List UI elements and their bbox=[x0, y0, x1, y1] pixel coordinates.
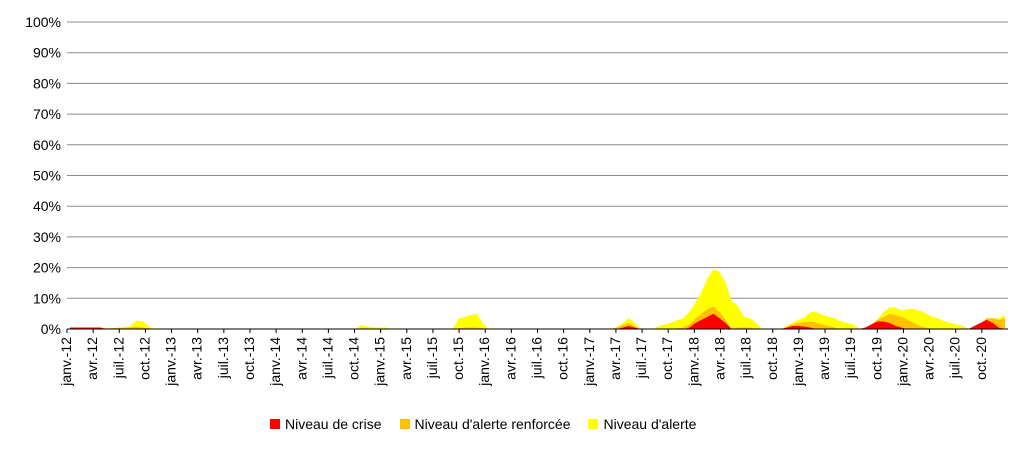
x-tick-label: janv.-20 bbox=[894, 337, 910, 387]
legend-item: Niveau d'alerte bbox=[588, 416, 696, 432]
x-tick-label: avr.-20 bbox=[921, 337, 937, 380]
y-tick-label: 0% bbox=[41, 321, 61, 337]
x-tick-label: avr.-15 bbox=[398, 337, 414, 380]
x-tick-label: avr.-12 bbox=[84, 337, 100, 380]
x-tick-label: oct.-15 bbox=[450, 337, 466, 380]
legend-label: Niveau d'alerte renforcée bbox=[414, 416, 571, 432]
x-tick-label: juil.-13 bbox=[215, 337, 231, 379]
legend-swatch bbox=[588, 419, 599, 429]
x-tick-label: janv.-19 bbox=[790, 337, 806, 387]
x-tick-label: janv.-13 bbox=[163, 337, 179, 387]
y-tick-label: 70% bbox=[33, 106, 61, 122]
x-tick-label: juil.-15 bbox=[424, 337, 440, 379]
y-tick-label: 90% bbox=[33, 45, 61, 61]
stacked-area-chart: 0% 10% 20% 30% 40% 50% 60% 70% 80% 90% 100% janv.-1… bbox=[25, 14, 1008, 387]
x-tick-label: janv.-14 bbox=[267, 337, 283, 387]
y-tick-label: 40% bbox=[33, 198, 61, 214]
x-tick-label: oct.-16 bbox=[555, 337, 571, 380]
x-tick-label: avr.-19 bbox=[816, 337, 832, 380]
y-tick-label: 80% bbox=[33, 75, 61, 91]
x-tick-label: oct.-19 bbox=[868, 337, 884, 380]
chart-legend: Niveau de crise Niveau d'alerte renforcée… bbox=[270, 416, 714, 432]
x-tick-label: oct.-14 bbox=[346, 337, 362, 380]
series-area bbox=[70, 313, 1005, 329]
x-tick-label: juil.-12 bbox=[110, 337, 126, 379]
legend-swatch bbox=[399, 419, 410, 429]
x-tick-label: oct.-13 bbox=[241, 337, 257, 380]
x-tick-label: juil.-19 bbox=[842, 337, 858, 379]
x-tick-label: oct.-20 bbox=[973, 337, 989, 380]
x-tick-label: avr.-16 bbox=[502, 337, 518, 380]
x-tick-label: oct.-12 bbox=[136, 337, 152, 380]
x-tick-label: oct.-18 bbox=[764, 337, 780, 380]
x-tick-label: janv.-18 bbox=[685, 337, 701, 387]
x-tick-label: avr.-18 bbox=[711, 337, 727, 380]
x-tick-label: janv.-17 bbox=[581, 337, 597, 387]
legend-label: Niveau d'alerte bbox=[603, 416, 697, 432]
legend-label: Niveau de crise bbox=[285, 416, 382, 432]
x-tick-label: juil.-18 bbox=[738, 337, 754, 379]
x-tick-label: avr.-17 bbox=[607, 337, 623, 380]
y-tick-label: 60% bbox=[33, 137, 61, 153]
y-tick-label: 100% bbox=[25, 14, 61, 30]
x-tick-label: avr.-13 bbox=[189, 337, 205, 380]
x-tick-label: janv.-16 bbox=[476, 337, 492, 387]
x-tick-label: janv.-12 bbox=[58, 337, 74, 387]
y-tick-label: 30% bbox=[33, 229, 61, 245]
x-tick-label: avr.-14 bbox=[293, 337, 309, 380]
y-tick-label: 10% bbox=[33, 290, 61, 306]
x-tick-label: juil.-20 bbox=[947, 337, 963, 379]
series-area bbox=[70, 305, 1005, 329]
x-tick-label: juil.-14 bbox=[319, 337, 335, 379]
legend-swatch bbox=[270, 419, 280, 429]
legend-item: Niveau de crise bbox=[270, 416, 382, 432]
legend-item: Niveau d'alerte renforcée bbox=[399, 416, 571, 432]
y-tick-label: 50% bbox=[33, 168, 61, 184]
series-area bbox=[70, 269, 1005, 329]
x-tick-label: oct.-17 bbox=[659, 337, 675, 380]
y-tick-label: 20% bbox=[33, 260, 61, 276]
x-tick-label: juil.-17 bbox=[633, 337, 649, 379]
x-tick-label: janv.-15 bbox=[372, 337, 388, 387]
x-tick-label: juil.-16 bbox=[529, 337, 545, 379]
